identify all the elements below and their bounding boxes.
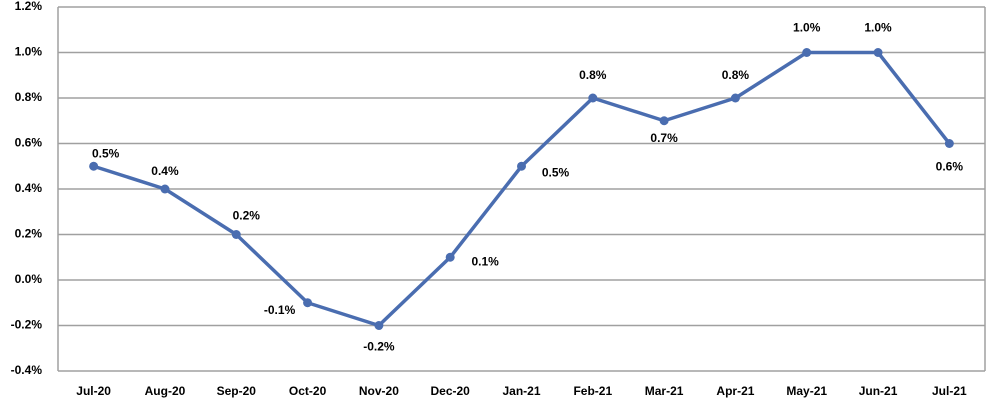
y-tick-label: 0.6% xyxy=(15,136,43,150)
y-tick-label: 0.4% xyxy=(15,181,43,195)
x-tick-label: Aug-20 xyxy=(145,384,186,398)
value-label: 0.2% xyxy=(233,209,261,223)
x-tick-label: Feb-21 xyxy=(573,384,612,398)
x-tick-label: Jan-21 xyxy=(502,384,540,398)
x-tick-label: Apr-21 xyxy=(716,384,754,398)
point xyxy=(730,93,740,103)
point xyxy=(445,252,455,262)
point xyxy=(659,116,669,126)
point xyxy=(802,48,812,57)
y-tick-label: -0.4% xyxy=(11,363,43,377)
value-label: 0.5% xyxy=(542,165,570,179)
value-label: 1.0% xyxy=(793,21,821,35)
point xyxy=(588,93,598,103)
x-tick-label: Jul-21 xyxy=(932,384,967,398)
y-tick-label: 1.0% xyxy=(15,45,43,59)
value-label: 0.8% xyxy=(722,68,750,82)
value-label: 0.7% xyxy=(650,131,678,145)
x-tick-label: Nov-20 xyxy=(359,384,399,398)
point xyxy=(517,161,526,171)
x-tick-label: Jul-20 xyxy=(76,384,111,398)
value-label: -0.1% xyxy=(264,303,296,317)
y-tick-label: 1.2% xyxy=(15,0,43,13)
x-tick-label: Oct-20 xyxy=(289,384,327,398)
point xyxy=(160,184,170,194)
value-label: 0.4% xyxy=(151,164,179,178)
value-label: 0.8% xyxy=(579,68,607,82)
x-tick-label: Sep-20 xyxy=(217,384,257,398)
x-tick-label: Jun-21 xyxy=(859,384,898,398)
value-label: 0.6% xyxy=(936,160,964,174)
point xyxy=(873,48,883,57)
point xyxy=(231,230,241,239)
point xyxy=(89,161,99,171)
point xyxy=(303,298,313,308)
value-label: -0.2% xyxy=(363,340,395,354)
y-tick-label: 0.8% xyxy=(15,90,43,104)
x-tick-label: Dec-20 xyxy=(431,384,471,398)
value-label: 0.5% xyxy=(92,146,120,160)
value-label: 1.0% xyxy=(864,21,892,35)
y-tick-label: -0.2% xyxy=(11,318,43,332)
point xyxy=(944,139,954,148)
x-tick-label: Mar-21 xyxy=(645,384,684,398)
x-tick-label: May-21 xyxy=(786,384,827,398)
y-tick-label: 0.0% xyxy=(15,272,43,286)
value-label: 0.1% xyxy=(472,254,500,268)
y-tick-label: 0.2% xyxy=(15,227,43,241)
point xyxy=(374,321,384,330)
